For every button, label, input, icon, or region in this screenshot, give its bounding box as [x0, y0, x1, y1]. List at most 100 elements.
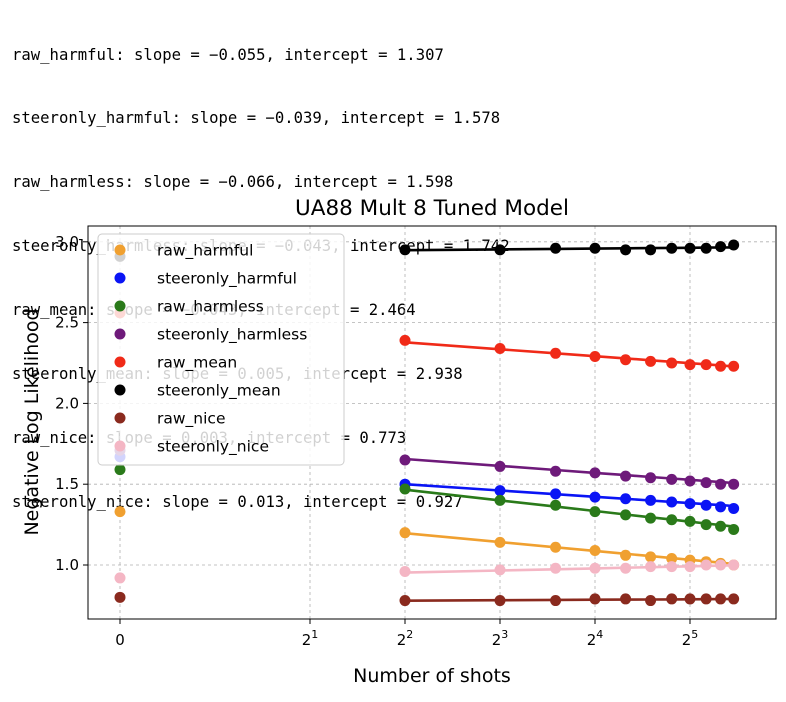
point-steeronly_harmless [700, 477, 712, 489]
fit-line-steeronly_harmless [404, 457, 734, 485]
legend-label-steeronly_mean: steeronly_mean [157, 382, 281, 401]
fit-line-raw_harmful [404, 531, 734, 566]
legend: raw_harmful steeronly_harmful raw_harmless… [97, 233, 345, 466]
point-raw_harmful [589, 544, 601, 556]
point-raw_mean [645, 355, 657, 367]
point-steeronly_nice [550, 562, 562, 574]
point-steeronly_harmful [666, 496, 678, 508]
x-tick-label: 23 [492, 628, 509, 649]
axis-ticks: 0 21 22 23 24 25 1.0 1.5 2.0 2.5 3.0 [55, 233, 698, 649]
point-raw_harmless [620, 509, 632, 521]
point-steeronly_mean [589, 242, 601, 254]
point-raw_mean [620, 354, 632, 366]
legend-label-raw_harmless: raw_harmless [157, 298, 264, 317]
legend-label-raw_mean: raw_mean [157, 354, 237, 373]
point-steeronly_mean [620, 244, 632, 256]
point-raw_harmful [666, 553, 678, 565]
point-raw_harmful [645, 551, 657, 563]
point-steeronly_mean [666, 242, 678, 254]
point-raw_nice [114, 591, 126, 603]
console-line: raw_harmful: slope = −0.055, intercept =… [12, 45, 444, 64]
point-steeronly_nice [620, 562, 632, 574]
point-steeronly_harmless [666, 473, 678, 485]
console-line: steeronly_nice: slope = 0.013, intercept… [12, 492, 463, 511]
y-tick-label: 2.5 [55, 314, 79, 332]
point-steeronly_nice [399, 565, 411, 577]
point-raw_mean [589, 351, 601, 363]
legend-marker-steeronly_mean [114, 384, 126, 396]
point-steeronly_mean [399, 244, 411, 256]
point-raw_mean [550, 347, 562, 359]
point-steeronly_mean [684, 242, 696, 254]
point-raw_nice [620, 593, 632, 605]
y-tick-label: 2.0 [55, 394, 79, 412]
legend-box [97, 233, 345, 466]
point-raw_nice [399, 595, 411, 607]
x-tick-label: 21 [302, 628, 319, 649]
point-steeronly_harmful [589, 491, 601, 503]
x-axis-label: Number of shots [353, 665, 511, 687]
console-line: raw_harmless: slope = −0.066, intercept … [12, 173, 454, 192]
point-raw_nice [715, 593, 727, 605]
y-tick-label: 1.5 [55, 475, 79, 493]
point-steeronly_harmful [715, 501, 727, 513]
legend-marker-raw_harmful [114, 244, 126, 256]
point-steeronly_nice [589, 562, 601, 574]
point-steeronly_nice [715, 559, 727, 571]
point-raw_harmless [399, 483, 411, 495]
legend-label-raw_harmful: raw_harmful [157, 242, 253, 261]
point-steeronly_harmless [645, 472, 657, 484]
fit-line-raw_nice [404, 597, 734, 602]
point-steeronly_harmful [684, 498, 696, 510]
legend-label-steeronly_harmful: steeronly_harmful [157, 270, 297, 289]
point-raw_harmful [620, 549, 632, 561]
point-steeronly_nice [114, 572, 126, 584]
y-axis-label: Negative Log Likelihood [21, 308, 43, 535]
fit-line-steeronly_mean [404, 246, 734, 252]
point-raw_harmful [494, 536, 506, 548]
legend-marker-steeronly_harmful [114, 272, 126, 284]
console-line: steeronly_harmful: slope = −0.039, inter… [12, 109, 501, 128]
legend-marker-steeronly_harmless [114, 328, 126, 340]
point-raw_harmless [728, 523, 740, 535]
point-raw_harmless [550, 499, 562, 511]
point-raw_nice [700, 593, 712, 605]
point-steeronly_nice [684, 561, 696, 573]
point-raw_harmless [666, 514, 678, 526]
point-raw_harmless [645, 512, 657, 524]
point-steeronly_harmless [550, 465, 562, 477]
point-raw_harmful [399, 527, 411, 539]
point-steeronly_mean [550, 242, 562, 254]
point-raw_harmless [700, 519, 712, 531]
point-raw_nice [550, 595, 562, 607]
x-tick-label: 24 [587, 628, 604, 649]
point-steeronly_nice [494, 564, 506, 576]
point-steeronly_harmless [728, 478, 740, 490]
point-steeronly_nice [700, 559, 712, 571]
point-steeronly_mean [728, 239, 740, 251]
point-raw_mean [684, 359, 696, 371]
point-steeronly_harmful [728, 502, 740, 514]
point-steeronly_harmful [645, 494, 657, 506]
point-steeronly_nice [666, 561, 678, 573]
point-steeronly_harmless [589, 467, 601, 479]
plot-area [114, 239, 740, 607]
point-raw_nice [684, 593, 696, 605]
legend-marker-raw_harmless [114, 300, 126, 312]
point-steeronly_mean [715, 241, 727, 253]
point-raw_mean [399, 334, 411, 346]
point-steeronly_harmless [494, 460, 506, 472]
x-tick-label: 25 [682, 628, 699, 649]
point-raw_harmful [114, 506, 126, 518]
y-tick-label: 3.0 [55, 233, 79, 251]
legend-marker-raw_nice [114, 412, 126, 424]
chart-title: UA88 Mult 8 Tuned Model [295, 196, 569, 221]
point-steeronly_nice [645, 561, 657, 573]
point-raw_mean [715, 360, 727, 372]
legend-label-steeronly_nice: steeronly_nice [157, 438, 269, 457]
point-steeronly_harmless [399, 454, 411, 466]
point-steeronly_nice [728, 559, 740, 571]
point-raw_mean [728, 360, 740, 372]
point-raw_harmless [494, 494, 506, 506]
